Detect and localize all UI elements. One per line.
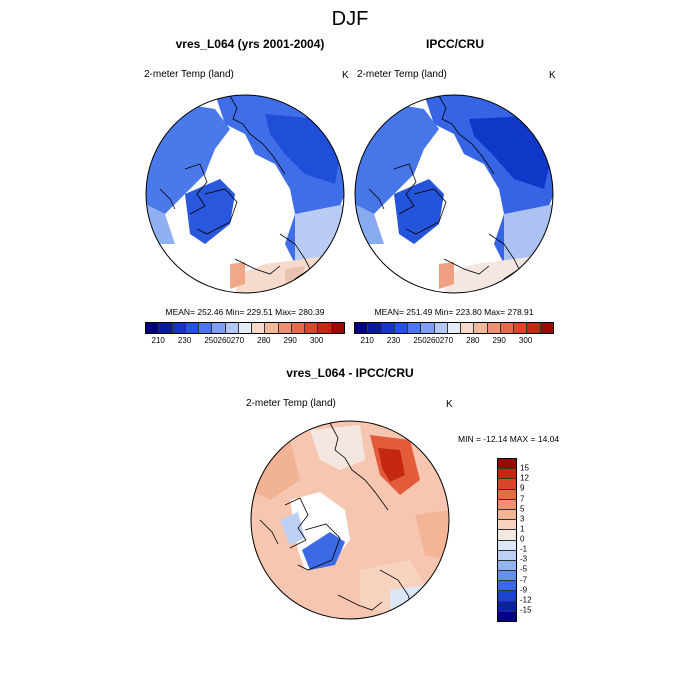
colorbar-tick-label: 290 [492,336,506,345]
colorbar-swatch [498,459,516,470]
colorbar-swatch [498,601,516,612]
colorbar-tick-label: 280 [466,336,480,345]
colorbar-swatch [185,323,200,333]
colorbar-swatch [434,323,448,333]
panel2-stats: MEAN= 251.49 Min= 223.80 Max= 278.91 [374,307,534,317]
panel2-polar-map [354,94,554,294]
colorbar-swatch [540,323,553,333]
colorbar-tick-label: 260 [217,336,231,345]
colorbar-swatch [225,323,239,333]
colorbar-swatch [498,520,516,531]
panel1-variable-label: 2-meter Temp (land) [144,69,234,80]
panel3-difference-map [250,420,450,620]
panel1-colorbar-ticks: 210 230 250 260 270 280 290 300 [145,336,343,348]
colorbar-tick-label: -7 [520,575,528,584]
colorbar-tick-label: 300 [309,336,324,345]
colorbar-swatch [487,323,501,333]
colorbar-swatch [498,550,516,561]
colorbar-swatch [252,323,266,333]
panel1-stats: MEAN= 252.46 Min= 229.51 Max= 280.39 [165,307,325,317]
panel1-units-label: K [342,70,349,81]
colorbar-tick-label: -5 [520,564,528,574]
season-title: DJF [331,8,369,30]
colorbar-tick-label: -1 [520,544,528,554]
panel2-colorbar [354,322,554,334]
colorbar-tick-label: 7 [520,494,525,503]
colorbar-tick-label: 5 [520,504,525,514]
colorbar-swatch [146,323,160,333]
colorbar-swatch [394,323,409,333]
colorbar-tick-label: 3 [520,514,525,524]
colorbar-tick-label: 260 [426,336,440,345]
colorbar-swatch [498,611,516,621]
colorbar-tick-label: -3 [520,554,528,564]
colorbar-tick-label: 210 [360,336,374,345]
colorbar-swatch [212,323,226,333]
colorbar-swatch [238,323,253,333]
colorbar-tick-label: 0 [520,534,525,544]
colorbar-tick-label: 270 [439,336,454,345]
colorbar-swatch [498,499,516,510]
colorbar-swatch [461,323,475,333]
colorbar-swatch [514,323,528,333]
colorbar-tick-label: -9 [520,585,528,595]
colorbar-swatch [368,323,382,333]
colorbar-swatch [355,323,369,333]
panel2-colorbar-ticks: 210 230 250 260 270 280 290 300 [354,336,552,348]
colorbar-swatch [498,571,516,582]
colorbar-swatch [474,323,488,333]
colorbar-swatch [498,560,516,572]
colorbar-swatch [278,323,292,333]
colorbar-swatch [265,323,279,333]
colorbar-tick-label: 230 [386,336,401,345]
panel3-variable-label: 2-meter Temp (land) [246,398,336,409]
colorbar-swatch [447,323,462,333]
colorbar-tick-label: 12 [520,473,529,483]
colorbar-tick-label: 300 [518,336,533,345]
colorbar-swatch [498,479,516,490]
colorbar-swatch [305,323,319,333]
colorbar-swatch [291,323,306,333]
colorbar-tick-label: 1 [520,524,525,534]
colorbar-swatch [498,489,516,500]
panel3-colorbar-ticks: 15 12 9 7 5 3 1 0 -1 -3 -5 -7 -9 -12 -15 [520,458,550,620]
colorbar-tick-label: 290 [283,336,297,345]
colorbar-tick-label: 15 [520,463,529,473]
panel1-colorbar [145,322,345,334]
colorbar-swatch [500,323,515,333]
colorbar-swatch [331,323,344,333]
panel1-polar-map [145,94,345,294]
colorbar-tick-label: -15 [520,605,532,615]
colorbar-swatch [381,323,395,333]
colorbar-tick-label: 270 [230,336,245,345]
panel3-colorbar [497,458,517,622]
colorbar-swatch [421,323,435,333]
colorbar-swatch [498,591,516,602]
colorbar-swatch [498,509,516,521]
colorbar-tick-label: 250 [204,336,218,345]
panel3-units-label: K [446,399,453,410]
colorbar-tick-label: -12 [520,595,532,605]
colorbar-swatch [498,530,516,541]
colorbar-swatch [172,323,186,333]
panel3-title: vres_L064 - IPCC/CRU [286,366,414,380]
colorbar-swatch [199,323,213,333]
colorbar-tick-label: 230 [177,336,192,345]
panel2-variable-label: 2-meter Temp (land) [357,69,447,80]
colorbar-swatch [498,581,516,592]
colorbar-tick-label: 250 [413,336,427,345]
colorbar-tick-label: 9 [520,483,525,493]
panel2-units-label: K [549,70,556,81]
colorbar-tick-label: 210 [151,336,165,345]
colorbar-swatch [318,323,332,333]
colorbar-swatch [527,323,541,333]
colorbar-swatch [498,540,516,551]
panel1-title: vres_L064 (yrs 2001-2004) [175,37,325,51]
colorbar-swatch [498,469,516,480]
colorbar-swatch [159,323,173,333]
colorbar-tick-label: 280 [257,336,271,345]
panel2-title: IPCC/CRU [425,37,484,51]
colorbar-swatch [408,323,422,333]
panel3-stats: MIN = -12.14 MAX = 14.04 [458,434,560,444]
